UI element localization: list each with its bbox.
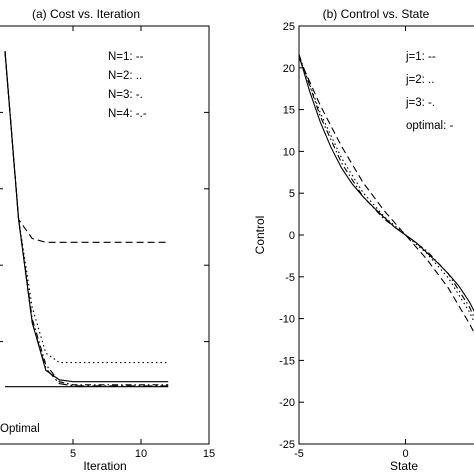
- chart-b-legend-entry: j=3: -.: [405, 97, 435, 109]
- chart-a-x-tick-label: 5: [70, 448, 76, 460]
- chart-b-y-ticks: -25 -20 -15 -10 -5 0 5 10 15 20 25: [279, 21, 304, 451]
- chart-b-legend-entry: j=2: ..: [405, 74, 434, 86]
- chart-b-series-j-1: [298, 57, 474, 334]
- chart-b-series-j-3: [298, 54, 474, 319]
- chart-a-series: [4, 51, 169, 388]
- chart-b-series: [298, 54, 474, 334]
- chart-b-y-tick-label: 5: [289, 188, 295, 200]
- chart-b-title: (b) Control vs. State: [323, 7, 430, 21]
- chart-a-series-n-2: [4, 51, 169, 364]
- chart-a-title: (a) Cost vs. Iteration: [32, 7, 140, 21]
- chart-b-series-j-2: [298, 55, 474, 323]
- chart-b-x-axis-label: State: [390, 459, 418, 473]
- chart-b-y-tick-label: -25: [279, 439, 295, 451]
- chart-b-y-tick-label: 25: [283, 21, 295, 33]
- chart-b-legend-entry: j=1: --: [405, 51, 436, 63]
- chart-a-series-n-4: [4, 51, 169, 387]
- chart-a-optimal-annotation: Optimal: [0, 423, 40, 435]
- chart-b-x-ticks: -5 0: [294, 26, 409, 460]
- chart-b-series-optimal: [298, 55, 474, 313]
- chart-a-plot-frame: [0, 25, 210, 445]
- chart-b-y-tick-label: -15: [279, 355, 295, 367]
- chart-a-x-ticks: 5 10 15: [70, 26, 215, 460]
- chart-b-x-tick-label: -5: [294, 448, 304, 460]
- chart-b-legend: j=1: -- j=2: .. j=3: -. optimal: -: [405, 51, 453, 132]
- chart-a-legend-entry: N=1: --: [108, 51, 144, 63]
- panel-control-vs-state: (b) Control vs. State -25 -20 -15 -10 -5 0 5 10…: [253, 7, 474, 473]
- chart-b-y-tick-label: 15: [283, 105, 295, 117]
- chart-a-x-axis-label: Iteration: [83, 459, 126, 473]
- chart-b-y-tick-label: 10: [283, 146, 295, 158]
- panel-cost-vs-iteration: (a) Cost vs. Iteration 5 10 15 N=1: -- N=2:…: [0, 7, 215, 473]
- chart-b-y-tick-label: -20: [279, 397, 295, 409]
- chart-b-x-tick-label: 0: [402, 448, 408, 460]
- chart-a-legend-entry: N=2: ..: [108, 70, 142, 82]
- chart-a-x-tick-label: 10: [135, 448, 147, 460]
- chart-b-plot-frame: [298, 25, 474, 445]
- chart-a-series-n-1: [4, 51, 169, 243]
- chart-a-legend-entry: N=4: -.-: [108, 108, 147, 120]
- chart-b-y-tick-label: -10: [279, 314, 295, 326]
- chart-b-y-tick-label: -5: [285, 272, 295, 284]
- chart-a-x-tick-label: 15: [203, 448, 215, 460]
- chart-b-y-tick-label: 0: [289, 230, 295, 242]
- chart-b-y-tick-label: 20: [283, 63, 295, 75]
- chart-a-legend: N=1: -- N=2: .. N=3: -. N=4: -.-: [108, 51, 147, 120]
- chart-a-series-n-3: [4, 51, 169, 386]
- chart-a-y-ticks: [0, 111, 209, 343]
- chart-b-legend-entry: optimal: -: [406, 120, 453, 132]
- chart-b-y-axis-label: Control: [253, 216, 267, 255]
- chart-a-series-solid: [4, 51, 169, 383]
- chart-a-legend-entry: N=3: -.: [108, 89, 143, 101]
